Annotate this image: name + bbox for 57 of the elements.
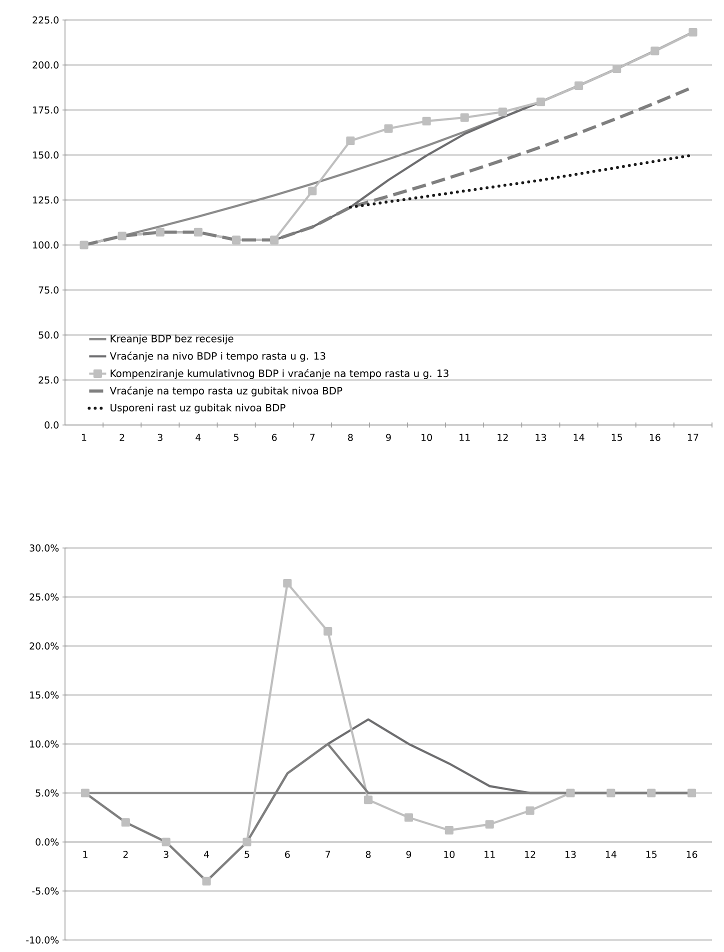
- y-tick-label: 0.0: [44, 421, 59, 429]
- x-tick-label: 5: [234, 434, 238, 441]
- x-tick-label: 16: [650, 434, 660, 442]
- x-tick-label: 11: [484, 850, 495, 858]
- x-tick-label: 15: [612, 434, 622, 441]
- legend-label: Vraćanje na nivo BDP i tempo rasta u g. 13: [110, 352, 326, 362]
- y-tick-label: 10.0%: [30, 740, 59, 748]
- x-tick-label: 16: [686, 850, 698, 858]
- x-tick-label: 10: [422, 434, 432, 442]
- y-tick-label: 50.0: [38, 331, 59, 339]
- x-tick-label: 17: [688, 434, 698, 441]
- legend-label: Vraćanje na tempo rasta uz gubitak nivoa BDP: [110, 386, 342, 396]
- legend-label: Kreanje BDP bez recesije: [110, 334, 234, 344]
- x-tick-label: 14: [574, 434, 584, 441]
- y-tick-label: 150.0: [33, 151, 59, 159]
- x-tick-label: 7: [326, 850, 330, 858]
- y-tick-label: 75.0: [38, 286, 59, 294]
- x-tick-label: 14: [606, 850, 616, 858]
- y-tick-label: 100.0: [33, 241, 59, 249]
- y-tick-label: 5.0%: [36, 789, 59, 797]
- x-tick-label: 9: [386, 434, 391, 442]
- x-tick-label: 12: [525, 850, 536, 858]
- x-tick-label: 10: [444, 850, 455, 858]
- x-tick-label: 4: [204, 850, 210, 858]
- x-tick-label: 13: [536, 434, 546, 442]
- y-tick-label: 125.0: [33, 196, 59, 204]
- x-tick-label: 1: [83, 850, 88, 858]
- x-tick-label: 9: [406, 850, 412, 858]
- y-tick-label: 25.0%: [30, 593, 59, 601]
- y-tick-label: -10.0%: [26, 936, 59, 944]
- y-tick-label: 225.0: [32, 16, 59, 24]
- x-tick-label: 3: [158, 434, 162, 442]
- legend-label: Kompenziranje kumulativnog BDP i vraćanje na tempo rasta u g. 13: [110, 368, 448, 380]
- x-tick-label: 2: [123, 850, 128, 858]
- legend-label: Usporeni rast uz gubitak nivoa BDP: [110, 404, 286, 414]
- y-tick-label: -5.0%: [32, 887, 59, 895]
- y-tick-label: 20.0%: [30, 642, 59, 650]
- y-tick-label: 200.0: [32, 61, 59, 69]
- y-tick-label: 175.0: [33, 106, 59, 114]
- x-tick-label: 15: [646, 850, 657, 858]
- x-tick-label: 6: [272, 434, 277, 442]
- x-tick-label: 8: [348, 434, 353, 442]
- x-tick-label: 8: [366, 850, 371, 858]
- x-tick-label: 3: [164, 850, 168, 858]
- x-tick-label: 7: [310, 434, 315, 441]
- x-tick-label: 6: [285, 850, 290, 858]
- y-tick-label: 30.0%: [30, 544, 59, 552]
- y-tick-label: 25.0: [38, 376, 59, 384]
- x-tick-label: 5: [244, 850, 250, 858]
- x-tick-label: 4: [196, 434, 201, 441]
- x-tick-label: 1: [82, 434, 86, 441]
- y-tick-label: 15.0%: [30, 691, 59, 699]
- x-tick-label: 2: [120, 434, 124, 441]
- x-tick-label: 11: [460, 434, 470, 441]
- y-tick-label: 0.0%: [36, 838, 59, 846]
- x-tick-label: 13: [566, 850, 576, 858]
- x-tick-label: 12: [498, 434, 508, 441]
